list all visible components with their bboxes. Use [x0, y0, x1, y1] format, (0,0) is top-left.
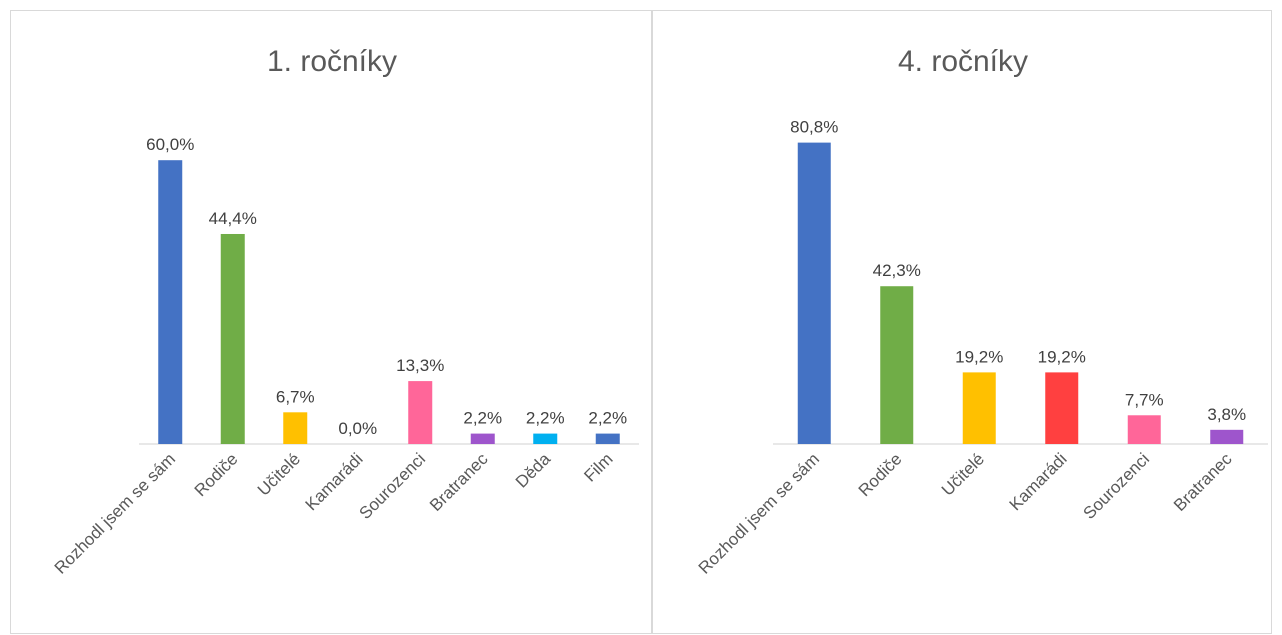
bar-chart-4th-grade: 4. ročníky 80,8% Rozhodl jsem se sám 42,3%…	[695, 45, 1268, 578]
bar	[797, 142, 831, 444]
bar	[283, 412, 308, 444]
bar-chart-1st-grade: 1. ročníky 60,0% Rozhodl jsem se sám 44,4%…	[51, 45, 639, 578]
bar	[408, 381, 433, 444]
data-label: 44,4%	[209, 209, 257, 228]
data-label: 60,0%	[146, 135, 194, 154]
x-tick-label: Bratranec	[1170, 449, 1236, 515]
chart-panel-1st-grade: 1. ročníky 60,0% Rozhodl jsem se sám 44,4%…	[10, 10, 652, 634]
data-label: 13,3%	[396, 356, 444, 375]
data-label: 2,2%	[463, 409, 502, 428]
x-tick-label: Kamarádi	[302, 449, 367, 514]
bar	[1045, 372, 1079, 444]
x-tick-label: Sourozenci	[1079, 449, 1153, 523]
data-label: 19,2%	[955, 347, 1003, 366]
x-tick-label: Film	[580, 449, 616, 485]
x-tick-label: Bratranec	[426, 449, 492, 515]
bar	[533, 433, 558, 444]
data-label: 6,7%	[276, 387, 315, 406]
bar	[158, 160, 183, 444]
data-label: 0,0%	[338, 419, 377, 438]
bar	[470, 433, 495, 444]
x-tick-label: Rozhodl jsem se sám	[695, 449, 823, 577]
chart-panel-4th-grade: 4. ročníky 80,8% Rozhodl jsem se sám 42,3%…	[652, 10, 1272, 634]
x-tick-label: Rodiče	[191, 449, 242, 500]
chart-title: 4. ročníky	[898, 45, 1028, 78]
chart-title: 1. ročníky	[267, 45, 397, 78]
x-tick-label: Sourozenci	[355, 449, 429, 523]
data-label: 19,2%	[1038, 347, 1086, 366]
bar	[220, 233, 245, 444]
bar	[595, 433, 620, 444]
data-label: 3,8%	[1207, 405, 1246, 424]
x-tick-label: Děda	[512, 449, 555, 492]
x-tick-label: Učitelé	[254, 449, 304, 499]
data-label: 2,2%	[588, 409, 627, 428]
data-label: 80,8%	[790, 118, 838, 137]
data-label: 2,2%	[526, 409, 565, 428]
x-tick-label: Rozhodl jsem se sám	[51, 449, 179, 577]
data-label: 7,7%	[1125, 390, 1164, 409]
x-tick-label: Rodiče	[855, 449, 906, 500]
bar	[962, 372, 996, 444]
x-tick-label: Kamarádi	[1006, 449, 1071, 514]
bar	[1127, 415, 1161, 444]
x-tick-label: Učitelé	[938, 449, 988, 499]
bar	[1210, 429, 1244, 444]
data-label: 42,3%	[873, 261, 921, 280]
bar	[880, 286, 914, 444]
